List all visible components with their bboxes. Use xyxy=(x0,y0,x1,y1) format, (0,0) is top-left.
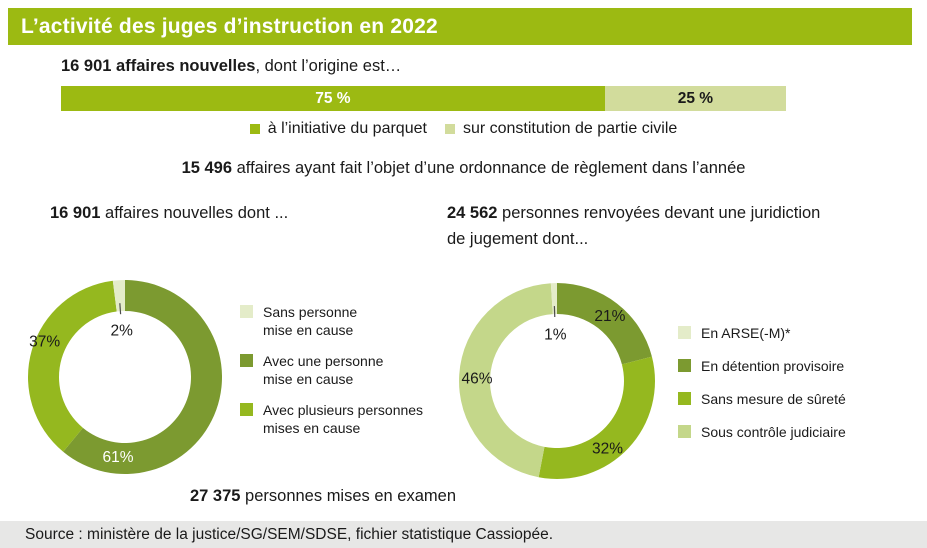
donut-slice-label: 32% xyxy=(592,441,623,458)
donut-chart-affaires: 61% 37% 2% xyxy=(28,280,222,474)
legend-color-chip xyxy=(240,305,253,318)
stat-ordonnance-number: 15 496 xyxy=(181,159,233,177)
legend-color-chip xyxy=(249,124,260,134)
donut-slice-61% xyxy=(63,280,222,474)
donut-slice-21% xyxy=(557,283,652,365)
donut-left-heading-rest: affaires nouvelles dont ... xyxy=(100,204,289,222)
legend-label: Avec une personne mise en cause xyxy=(263,353,384,387)
page-title-banner: L’activité des juges d’instruction en 20… xyxy=(8,8,912,45)
legend-label: En ARSE(-M)* xyxy=(701,325,791,341)
stat-affaires-nouvelles-rest: , dont l’origine est… xyxy=(255,57,402,75)
donut-slice-label: 46% xyxy=(462,371,493,388)
legend-label: Avec plusieurs personnes mises en cause xyxy=(263,402,424,436)
stat-mises-en-examen-rest: personnes mises en examen xyxy=(240,487,456,505)
bar-legend-item: à l’initiative du parquet xyxy=(249,120,427,138)
stat-ordonnance-rest: affaires ayant fait l’objet d’une ordonn… xyxy=(232,159,746,177)
stat-ordonnance: 15 496 affaires ayant fait l’objet d’une… xyxy=(0,159,927,178)
bar-segment-75: 75 % xyxy=(61,86,605,111)
legend-item: En ARSE(-M)* xyxy=(678,324,846,342)
donut-left-heading-number: 16 901 xyxy=(50,204,101,222)
donut-slice-46% xyxy=(459,283,553,478)
donut-slice-32% xyxy=(538,356,655,479)
legend-item: Avec une personne mise en cause xyxy=(240,352,423,388)
legend-label: Sous contrôle judiciaire xyxy=(701,424,846,440)
donut-slice-label: 37% xyxy=(29,334,60,351)
legend-item: Sans personne mise en cause xyxy=(240,303,423,339)
page-title: L’activité des juges d’instruction en 20… xyxy=(21,14,438,38)
legend-label: Sans personne mise en cause xyxy=(263,304,358,338)
callout-line xyxy=(119,303,122,315)
donut-right-heading: 24 562 personnes renvoyées devant une ju… xyxy=(447,200,820,252)
source-text: Source : ministère de la justice/SG/SEM/… xyxy=(25,525,554,543)
origin-bar-legend: à l’initiative du parquet sur constitutio… xyxy=(0,120,927,138)
bar-legend-label: sur constitution de partie civile xyxy=(462,120,678,137)
origin-bar-chart: 75 % 25 % xyxy=(61,86,786,111)
donut-right-heading-line2: de jugement dont... xyxy=(447,230,589,248)
legend-item: En détention provisoire xyxy=(678,357,846,375)
legend-color-chip xyxy=(240,354,253,367)
donut-slice-label: 61% xyxy=(103,449,134,466)
donut-right-heading-number: 24 562 xyxy=(447,204,498,222)
donut-slice-label: 2% xyxy=(111,323,134,340)
stat-affaires-nouvelles: 16 901 affaires nouvelles, dont l’origin… xyxy=(61,57,401,76)
legend-color-chip xyxy=(678,359,691,372)
stat-affaires-nouvelles-bold: 16 901 affaires nouvelles xyxy=(61,57,256,75)
legend-color-chip xyxy=(240,403,253,416)
legend-color-chip xyxy=(678,392,691,405)
bar-segment-25: 25 % xyxy=(604,86,786,111)
legend-item: Avec plusieurs personnes mises en cause xyxy=(240,401,423,437)
donut-slice-1% xyxy=(550,283,557,315)
donut-chart-personnes: 21% 32% 46% 1% xyxy=(459,283,655,479)
donut-slice-label: 1% xyxy=(544,326,567,343)
bar-legend-label: à l’initiative du parquet xyxy=(267,120,427,137)
legend-color-chip xyxy=(444,124,455,134)
donut-left-heading: 16 901 affaires nouvelles dont ... xyxy=(50,204,288,223)
stat-mises-en-examen-number: 27 375 xyxy=(190,487,241,505)
donut-right-heading-rest1: personnes renvoyées devant une juridicti… xyxy=(497,204,821,222)
source-bar: Source : ministère de la justice/SG/SEM/… xyxy=(0,521,927,548)
legend-item: Sans mesure de sûreté xyxy=(678,390,846,408)
donut-slice-2% xyxy=(112,280,125,312)
stat-mises-en-examen: 27 375 personnes mises en examen xyxy=(190,487,456,506)
donut-right-legend: En ARSE(-M)* En détention provisoire Sans … xyxy=(678,324,846,441)
donut-slice-37% xyxy=(28,280,117,452)
donut-left-legend: Sans personne mise en cause Avec une perso… xyxy=(240,303,423,437)
legend-item: Sous contrôle judiciaire xyxy=(678,423,846,441)
legend-label: En détention provisoire xyxy=(701,358,845,374)
donut-slice-label: 21% xyxy=(594,308,625,325)
legend-color-chip xyxy=(678,326,691,339)
bar-legend-item: sur constitution de partie civile xyxy=(444,120,678,138)
legend-label: Sans mesure de sûreté xyxy=(701,391,846,407)
legend-color-chip xyxy=(678,425,691,438)
